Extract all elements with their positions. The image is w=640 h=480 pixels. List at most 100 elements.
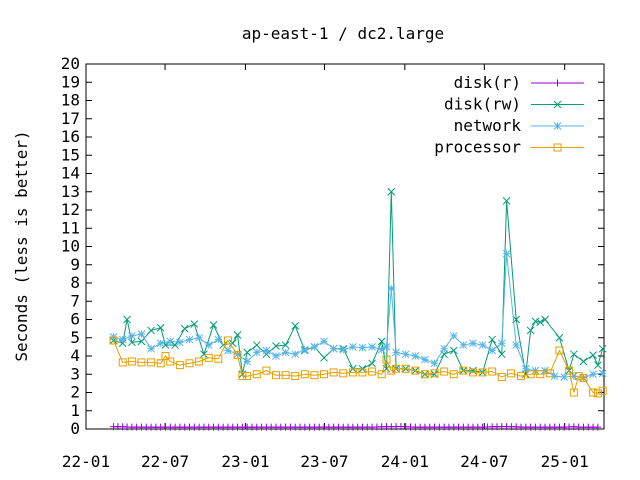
data-point-disk-rw xyxy=(502,197,511,205)
data-point-disk-rw xyxy=(497,350,506,359)
series-line-network xyxy=(113,253,603,379)
data-point-network xyxy=(272,352,280,360)
data-point-disk-rw xyxy=(589,351,597,359)
data-point-processor xyxy=(392,364,401,373)
y-tick-label: 10 xyxy=(61,237,80,256)
data-point-processor xyxy=(271,371,280,380)
data-point-disk-rw xyxy=(541,315,549,324)
data-point-processor xyxy=(233,351,242,360)
x-tick-label: 22-07 xyxy=(141,452,189,471)
data-point-network xyxy=(449,332,458,340)
series-layer xyxy=(109,187,607,431)
data-point-network xyxy=(512,341,521,349)
data-point-disk-rw xyxy=(469,366,477,375)
data-point-network xyxy=(156,339,165,348)
x-tick-label: 23-01 xyxy=(221,452,269,471)
legend-marker-disk-rw xyxy=(553,100,562,109)
data-point-network xyxy=(570,372,578,380)
y-tick-label: 18 xyxy=(61,91,80,110)
data-point-network xyxy=(358,343,367,352)
data-point-disk-rw xyxy=(147,326,155,335)
y-tick-label: 6 xyxy=(70,310,80,329)
data-point-processor xyxy=(488,367,497,376)
data-point-network xyxy=(521,364,530,373)
x-tick-label: 22-01 xyxy=(62,452,110,471)
data-point-disk-rw xyxy=(128,338,136,347)
data-point-processor xyxy=(411,366,420,375)
y-tick-label: 13 xyxy=(61,182,80,201)
data-point-network xyxy=(502,249,511,258)
data-point-processor xyxy=(468,368,477,377)
legend-label-disk-r: disk(r) xyxy=(454,73,521,92)
data-point-processor xyxy=(166,357,175,366)
legend: disk(r) disk(rw) network processor xyxy=(434,73,584,157)
data-point-processor xyxy=(478,368,487,377)
data-point-network xyxy=(291,350,300,359)
data-point-disk-rw xyxy=(594,361,602,369)
data-point-network xyxy=(204,341,213,349)
data-point-disk-rw xyxy=(598,344,607,353)
data-point-disk-rw xyxy=(521,370,530,379)
data-point-network xyxy=(214,335,223,344)
y-tick-label: 3 xyxy=(70,364,80,383)
legend-marker-network xyxy=(553,122,562,130)
data-point-network xyxy=(478,341,487,349)
data-point-processor xyxy=(569,388,578,397)
data-point-processor xyxy=(137,358,146,367)
data-point-network xyxy=(430,359,439,368)
data-point-network xyxy=(128,332,136,340)
data-point-network xyxy=(320,337,328,346)
data-point-processor xyxy=(517,372,526,381)
data-point-disk-rw xyxy=(291,322,300,330)
data-point-disk-rw xyxy=(180,324,189,333)
data-point-disk-rw xyxy=(387,187,396,196)
data-point-processor xyxy=(579,373,588,382)
data-point-processor xyxy=(598,386,607,395)
data-point-network xyxy=(589,370,597,379)
legend-marker-processor xyxy=(553,143,562,152)
data-point-network xyxy=(560,373,569,381)
data-point-network xyxy=(281,348,290,357)
data-point-network xyxy=(541,366,549,375)
y-tick-label: 0 xyxy=(70,419,80,438)
data-point-processor xyxy=(506,369,515,378)
data-point-network xyxy=(243,357,252,366)
data-point-disk-rw xyxy=(190,320,199,328)
data-point-disk-rw xyxy=(272,342,280,350)
data-point-processor xyxy=(382,355,391,364)
data-point-disk-rw xyxy=(526,326,535,335)
data-point-disk-rw xyxy=(123,315,131,324)
data-point-network xyxy=(176,338,184,347)
data-point-disk-rw xyxy=(109,336,118,345)
data-point-processor xyxy=(497,372,506,381)
data-point-network xyxy=(401,350,410,359)
data-point-processor xyxy=(223,336,232,345)
data-point-processor xyxy=(320,370,329,379)
y-tick-label: 1 xyxy=(70,401,80,420)
data-point-processor xyxy=(387,366,396,375)
data-point-network xyxy=(392,348,400,357)
y-tick-label: 20 xyxy=(61,54,80,73)
data-point-processor xyxy=(449,370,458,379)
data-point-processor xyxy=(593,389,602,398)
y-tick-label: 15 xyxy=(61,145,80,164)
data-point-disk-rw xyxy=(536,318,545,327)
data-point-disk-rw xyxy=(156,323,165,332)
data-point-network xyxy=(195,333,203,342)
data-point-disk-rw xyxy=(368,359,376,368)
data-point-processor xyxy=(214,354,223,363)
data-point-processor xyxy=(401,364,410,373)
data-point-disk-rw xyxy=(252,341,261,349)
data-point-network xyxy=(382,343,391,351)
data-point-disk-rw xyxy=(243,348,252,357)
data-point-disk-rw xyxy=(228,339,237,348)
data-point-network xyxy=(310,343,319,351)
series-disk-r xyxy=(110,422,602,431)
data-point-network xyxy=(368,343,376,351)
data-point-processor xyxy=(185,359,194,368)
data-point-processor xyxy=(238,372,247,381)
data-point-processor xyxy=(329,368,338,377)
data-point-processor xyxy=(300,370,309,379)
